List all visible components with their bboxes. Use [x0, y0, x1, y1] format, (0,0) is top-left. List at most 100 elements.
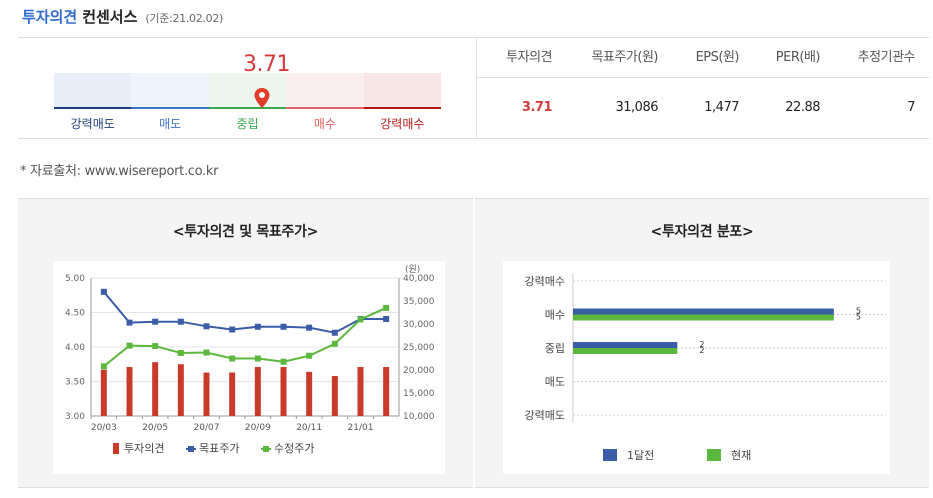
table-header-row: 투자의견 목표주가(원) EPS(원) PER(배) 추정기관수: [477, 38, 929, 78]
adjusted-price-point: [177, 349, 184, 356]
x-tick-label: 20/03: [91, 423, 117, 433]
data-label: 5: [856, 307, 861, 316]
value-target-price: 31,086: [615, 100, 659, 115]
target-price-point: [229, 326, 236, 333]
divider: [476, 38, 477, 138]
target-price-point: [331, 329, 338, 336]
y-right-tick-label: 25,000: [403, 343, 435, 353]
target-price-point: [177, 318, 184, 325]
section-header: 투자의견 컨센서스 (기준:21.02.02): [22, 6, 223, 28]
opinion-bar: [229, 372, 236, 416]
value-eps: 1,477: [704, 100, 739, 115]
section-title-highlight: 투자의견: [22, 8, 78, 26]
opinion-bar: [280, 367, 287, 416]
header-eps: EPS(원): [695, 50, 740, 65]
target-price-point: [152, 318, 159, 325]
adjusted-price-point: [357, 316, 364, 323]
table-row: 3.71 31,086 1,477 22.88 7: [477, 78, 929, 138]
adjusted-price-point: [203, 349, 210, 356]
x-tick-label: 20/09: [245, 423, 271, 433]
category-label: 매도: [545, 376, 565, 389]
target-price-point: [254, 323, 261, 330]
y-right-tick-label: 15,000: [403, 389, 435, 399]
y-right-tick-label: 35,000: [403, 297, 435, 307]
header-institutions: 추정기관수: [857, 50, 916, 65]
y-left-tick-label: 4.50: [65, 309, 85, 319]
opinion-target-chart: 5.00 4.50 4.00 3.50 3.00 40,000 35,000 30,000 25…: [53, 261, 445, 474]
gauge-segment-neutral: [208, 73, 287, 109]
chart-title: <투자의견 및 목표주가>: [172, 224, 319, 240]
data-source: * 자료출처: www.wisereport.co.kr: [20, 164, 219, 179]
legend-swatch: [707, 449, 721, 461]
opinion-bar: [357, 367, 364, 416]
legend-swatch: [188, 446, 194, 452]
legend-label: 현재: [731, 449, 751, 462]
legend-label: 1달전: [627, 449, 654, 462]
target-price-point: [100, 288, 107, 295]
target-price-point: [383, 316, 390, 323]
y-right-unit-label: (원): [405, 264, 420, 275]
target-price-point: [306, 324, 313, 331]
value-opinion: 3.71: [521, 100, 553, 115]
target-price-point: [280, 323, 287, 330]
gauge-label: 강력매수: [380, 117, 425, 131]
gauge-label: 강력매도: [70, 117, 115, 131]
y-right-tick-label: 40,000: [403, 274, 435, 284]
adjusted-price-point: [229, 355, 236, 362]
legend-swatch: [113, 443, 119, 454]
opinion-bar: [383, 367, 390, 416]
gauge-segment-strong-sell: [54, 73, 132, 109]
adjusted-price-point: [152, 343, 159, 350]
adjusted-price-point: [254, 355, 261, 362]
opinion-bar: [177, 364, 184, 416]
opinion-gauge: 3.71 강력매도 매도 중립 매수 강력매수: [18, 38, 476, 138]
base-date: (기준:21.02.02): [145, 12, 224, 25]
opinion-bar: [126, 367, 133, 416]
target-price-point: [203, 323, 210, 330]
gauge-bar: [54, 73, 442, 109]
legend-swatch: [263, 446, 269, 452]
y-left-tick-label: 3.00: [65, 412, 85, 422]
opinion-bar: [100, 369, 107, 416]
adjusted-price-line: [103, 306, 387, 368]
opinion-bar: [203, 372, 210, 416]
distribution-bar: [573, 348, 678, 354]
y-left-tick-label: 5.00: [65, 274, 85, 284]
adjusted-price-point: [100, 363, 107, 370]
opinion-bar: [254, 367, 261, 416]
x-tick-label: 20/05: [142, 423, 168, 433]
y-right-tick-label: 30,000: [403, 320, 435, 330]
x-tick-label: 20/11: [296, 423, 322, 433]
category-label: 강력매도: [525, 409, 565, 422]
x-tick-label: 21/01: [348, 423, 374, 433]
opinion-bar: [331, 375, 338, 416]
y-right-tick-label: 10,000: [403, 412, 435, 422]
value-institutions: 7: [907, 100, 915, 115]
adjusted-price-point: [126, 342, 133, 349]
value-per: 22.88: [785, 100, 820, 115]
gauge-segment-strong-buy: [363, 73, 442, 109]
target-price-line: [103, 291, 387, 334]
data-label: 2: [699, 346, 704, 355]
chart-title: <투자의견 분포>: [650, 224, 754, 240]
x-tick-label: 20/07: [194, 423, 220, 433]
legend-label: 투자의견: [124, 442, 164, 455]
gauge-value: 3.71: [243, 52, 290, 77]
header-target-price: 목표주가(원): [591, 50, 659, 65]
category-label: 매수: [545, 309, 565, 322]
header-per: PER(배): [775, 50, 821, 65]
gauge-label: 중립: [236, 117, 259, 131]
adjusted-price-point: [331, 340, 338, 347]
legend-label: 목표주가: [199, 442, 239, 455]
gauge-segment-sell: [131, 73, 210, 109]
adjusted-price-point: [383, 304, 390, 311]
data-label: 2: [699, 340, 704, 349]
distribution-bar: [573, 342, 678, 348]
adjusted-price-point: [280, 358, 287, 365]
data-label: 5: [856, 313, 861, 322]
consensus-summary: 3.71 강력매도 매도 중립 매수 강력매수 투자의견 목표주가(원) EPS…: [18, 37, 929, 139]
y-left-tick-label: 4.00: [65, 343, 85, 353]
category-label: 강력매수: [525, 275, 565, 288]
target-price-point: [126, 319, 133, 326]
